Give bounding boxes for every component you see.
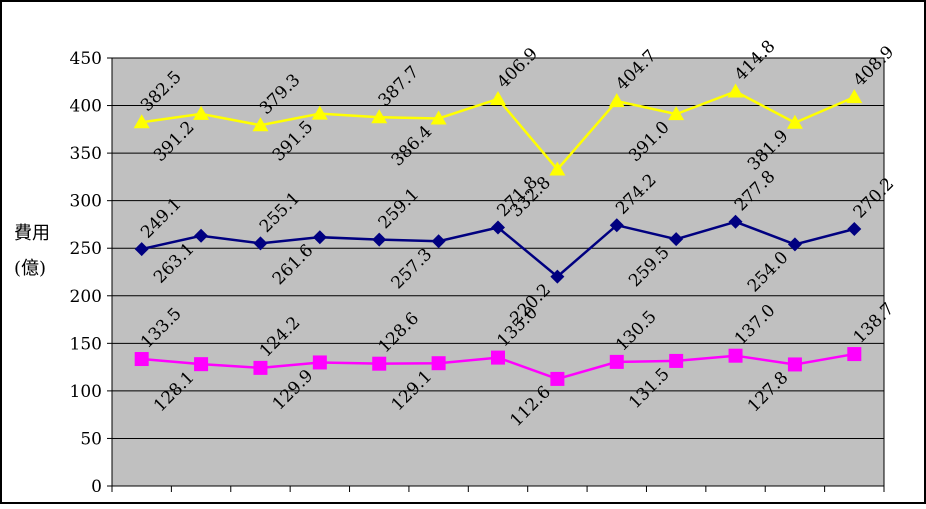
data-point-diamond <box>134 242 149 257</box>
y-tick-label: 0 <box>91 477 102 497</box>
data-point-diamond <box>787 237 802 252</box>
data-point-diamond <box>491 220 505 235</box>
data-point-triangle <box>608 93 625 108</box>
data-point-triangle <box>193 105 210 120</box>
data-point-diamond <box>669 232 684 247</box>
y-tick-label: 300 <box>70 192 102 212</box>
series-diamond <box>134 214 862 284</box>
y-tick-label: 150 <box>70 334 102 354</box>
data-point-square <box>609 354 624 369</box>
y-axis: 0 50 100 150 200 250 300 350 400 450 <box>70 49 112 497</box>
data-point-square <box>431 356 446 371</box>
plot-area <box>111 57 885 487</box>
y-axis-label-line2: (億) <box>14 258 46 279</box>
y-tick-label: 450 <box>70 49 102 69</box>
data-point-diamond <box>847 222 862 237</box>
data-point-diamond <box>372 232 387 247</box>
data-point-square <box>194 357 209 372</box>
data-point-diamond <box>312 230 327 245</box>
y-tick-label: 250 <box>70 239 102 259</box>
data-point-triangle <box>846 89 863 104</box>
y-axis-label-line1: 費用 <box>14 223 50 244</box>
data-point-square <box>550 371 565 386</box>
data-point-square <box>253 360 268 375</box>
gridlines <box>112 105 884 439</box>
data-point-square <box>491 350 505 365</box>
data-point-triangle <box>133 114 150 129</box>
y-tick-label: 100 <box>70 382 102 402</box>
data-point-triangle <box>490 90 506 105</box>
series-triangle <box>133 83 863 176</box>
data-point-square <box>372 356 387 371</box>
y-tick-label: 350 <box>70 144 102 164</box>
series-square <box>134 347 862 386</box>
y-tick-label: 400 <box>70 97 102 117</box>
data-point-triangle <box>430 110 447 125</box>
series-layer <box>133 83 863 386</box>
y-tick-label: 50 <box>80 429 102 449</box>
data-point-square <box>669 353 684 368</box>
data-point-square <box>728 348 743 363</box>
data-point-diamond <box>253 236 268 251</box>
data-point-diamond <box>609 218 624 233</box>
data-point-triangle <box>727 83 744 98</box>
data-point-triangle <box>371 109 388 124</box>
data-point-triangle <box>311 105 328 120</box>
data-point-square <box>787 357 802 372</box>
data-point-diamond <box>728 214 743 229</box>
y-tick-label: 200 <box>70 287 102 307</box>
data-point-triangle <box>549 161 566 176</box>
data-point-diamond <box>431 234 446 249</box>
data-point-square <box>847 347 862 362</box>
data-point-triangle <box>252 117 269 132</box>
data-point-diamond <box>194 228 209 243</box>
data-point-triangle <box>668 106 685 121</box>
data-point-triangle <box>786 114 803 129</box>
data-point-square <box>312 355 327 370</box>
data-point-diamond <box>550 269 565 284</box>
x-axis <box>111 486 885 492</box>
data-point-square <box>134 352 149 367</box>
